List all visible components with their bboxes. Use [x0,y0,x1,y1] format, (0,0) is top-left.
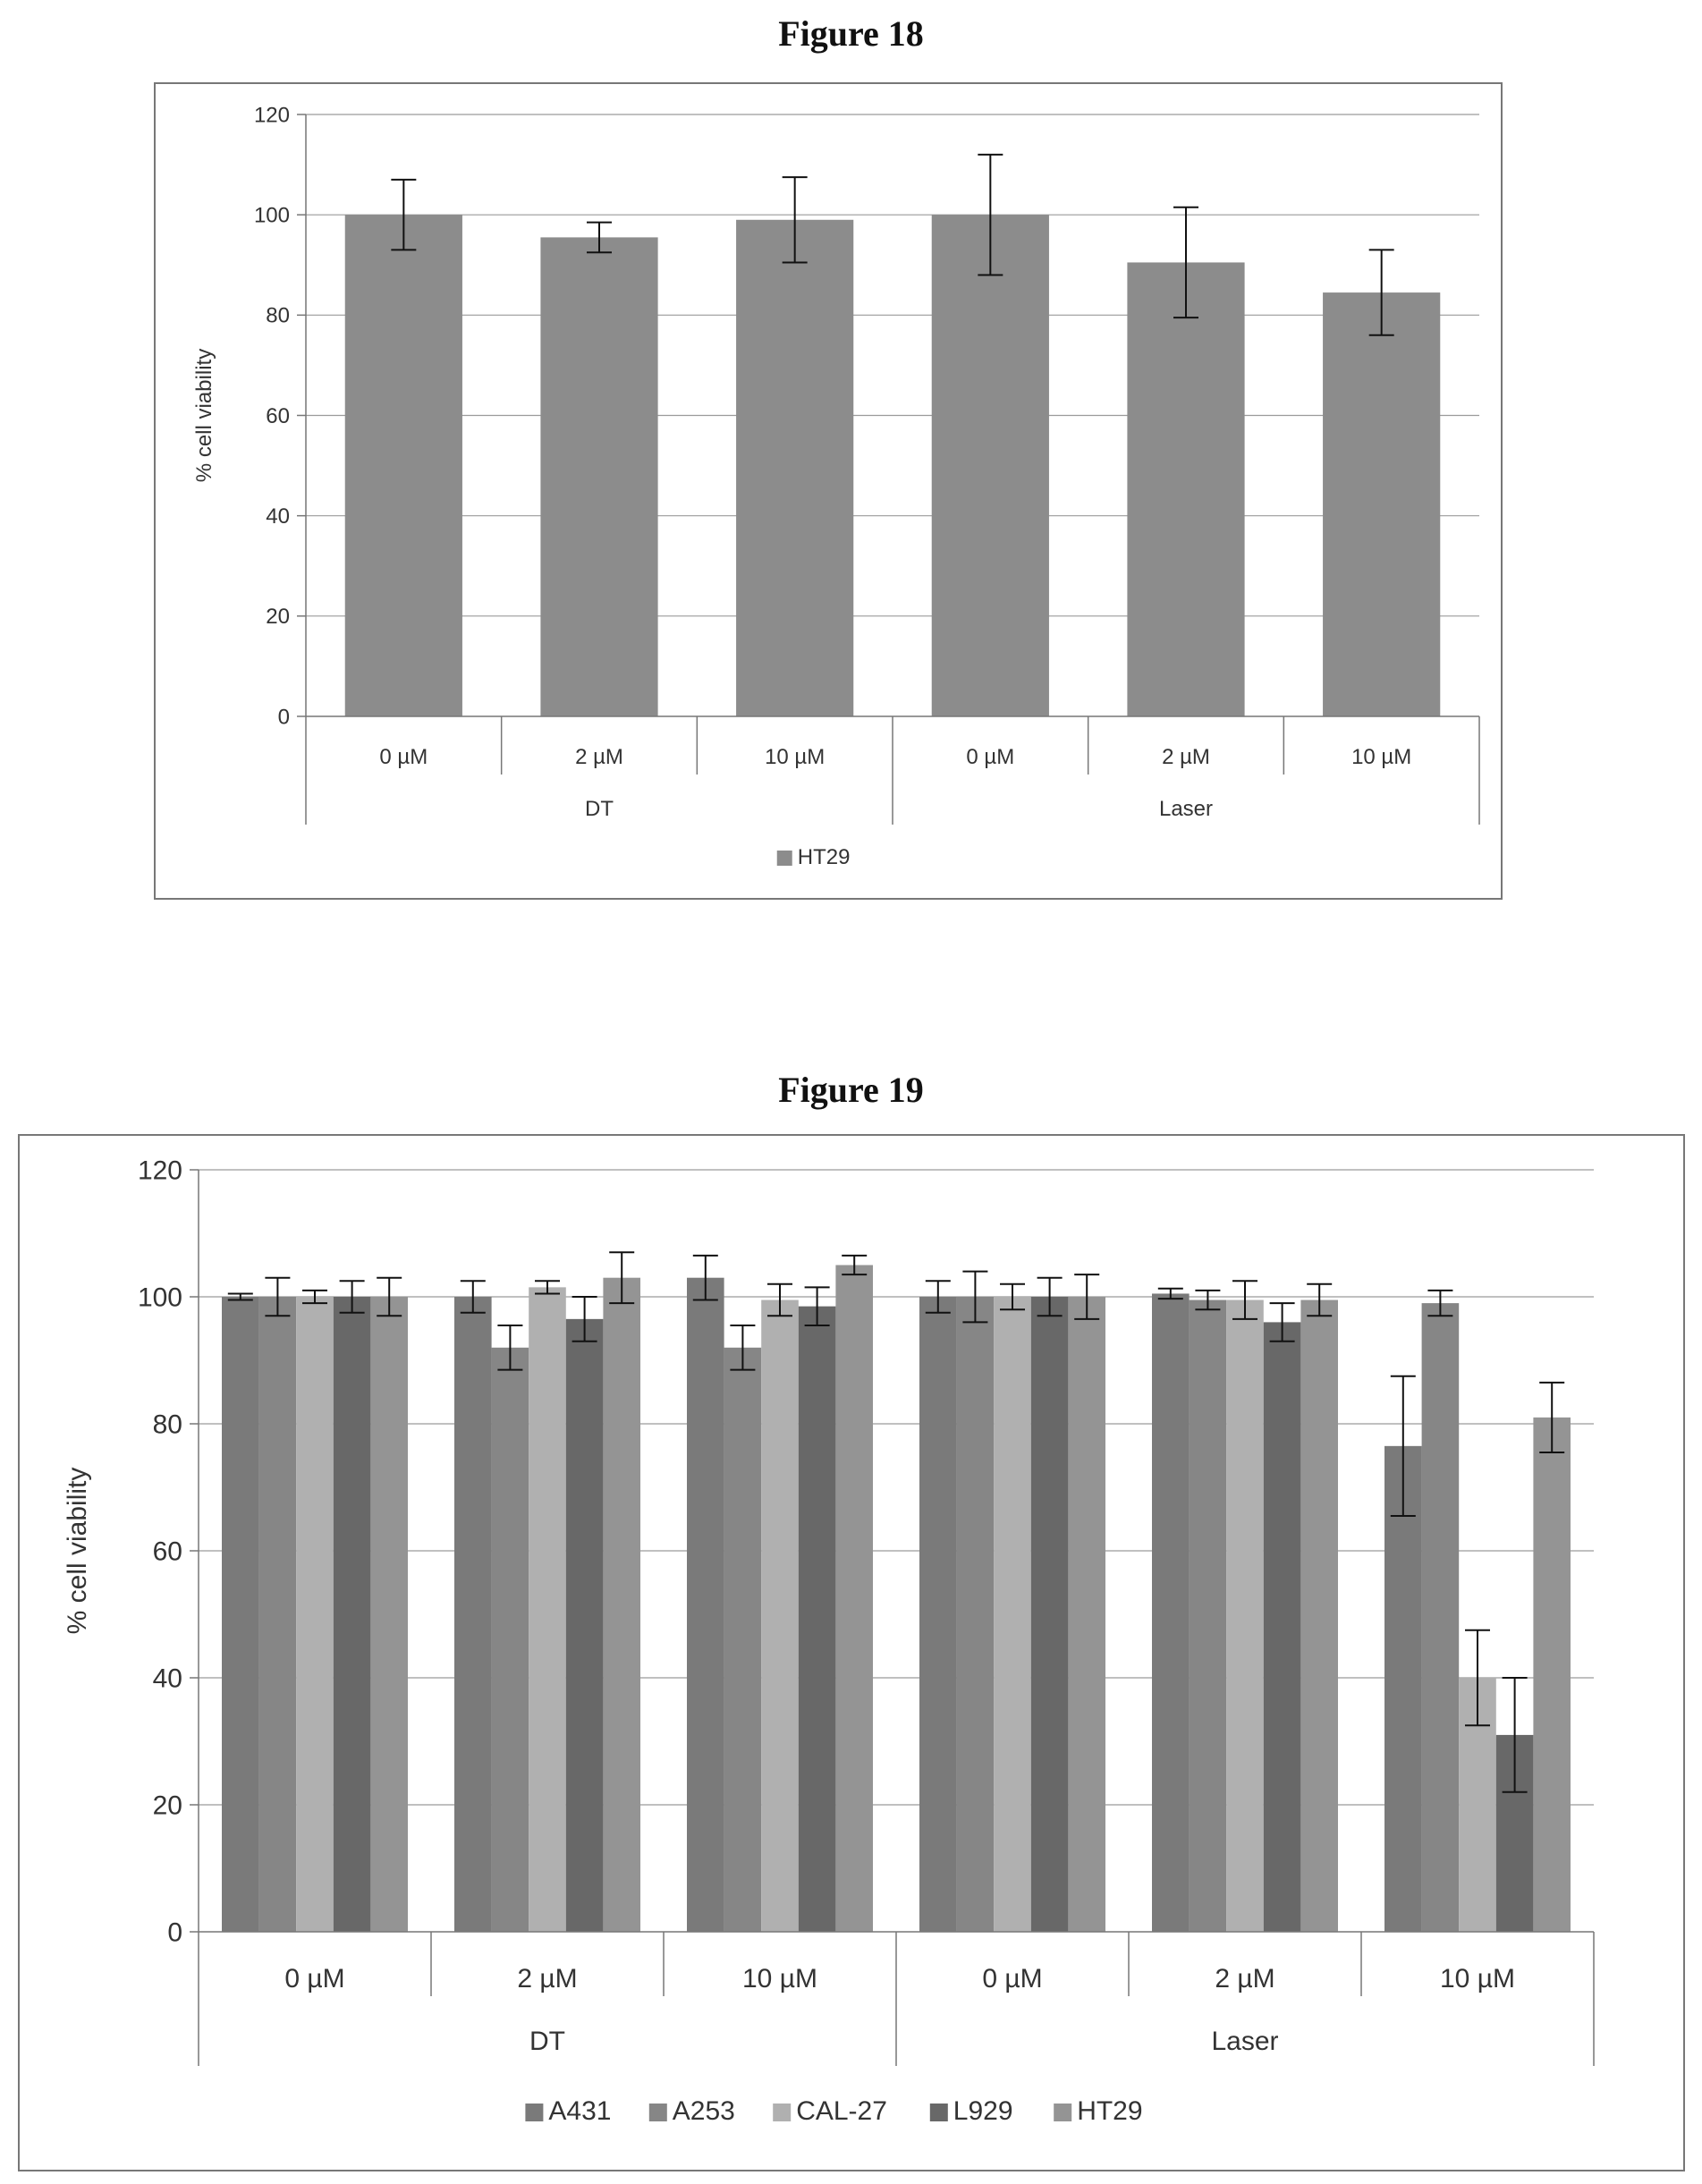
legend-label: CAL-27 [796,2096,887,2126]
bar [1384,1445,1422,1932]
category-label: 2 µM [575,745,623,769]
bar [1421,1303,1460,1932]
legend-swatch [525,2104,544,2121]
bar [1068,1297,1105,1932]
bar [603,1277,640,1932]
bar [931,215,1049,716]
legend-swatch [648,2104,667,2121]
bar [761,1299,799,1932]
y-tick-label: 20 [266,605,290,629]
bar [736,219,854,716]
bar [724,1347,762,1932]
bar [1189,1299,1227,1932]
bar [296,1297,334,1932]
category-label: 10 µM [1351,745,1411,769]
category-label: 0 µM [982,1964,1042,1994]
legend-label: L929 [953,2096,1013,2126]
category-label: 10 µM [742,1964,817,1994]
category-label: 10 µM [1440,1964,1515,1994]
legend-label: HT29 [1077,2096,1142,2126]
legend-swatch [929,2104,948,2121]
bar [994,1297,1031,1932]
y-axis-label: % cell viability [63,1468,92,1635]
y-tick-label: 60 [266,404,290,428]
figure-19-plot: 0 20 40 60 80 100 120 0 µM 2 µM 10 µM 0 µM 2 µM 10 µ… [63,1156,1595,2126]
bar [1030,1297,1069,1932]
legend-swatch [773,2104,792,2121]
figure-18-chart: 0 20 40 60 80 100 120 0 µM 2 µM 10 µM 0 µM 2 µM 10 µ… [154,82,1503,900]
legend-label: HT29 [798,845,851,869]
bar [1533,1417,1571,1932]
bar [1263,1322,1301,1932]
y-tick-label: 40 [153,1664,182,1694]
legend-swatch [1054,2104,1072,2121]
legend-swatch [776,851,792,866]
bar [1127,262,1245,716]
group-label: DT [529,2027,565,2056]
y-tick-label: 0 [278,705,290,729]
bar [333,1297,371,1932]
y-axis-label: % cell viability [192,349,216,482]
bar [529,1287,566,1932]
bar [344,215,462,716]
y-tick-label: 100 [254,204,290,228]
legend-label: A253 [673,2096,735,2126]
group-label: Laser [1159,797,1213,821]
y-tick-label: 20 [153,1791,182,1821]
bar [1152,1293,1190,1932]
category-label: 0 µM [379,745,428,769]
y-tick-label: 80 [153,1410,182,1440]
bar [258,1297,297,1932]
figure-18-plot: 0 20 40 60 80 100 120 0 µM 2 µM 10 µM 0 µM 2 µM 10 µ… [192,103,1480,869]
bar [835,1265,873,1932]
category-label: 10 µM [765,745,825,769]
category-label: 2 µM [517,1964,577,1994]
y-tick-label: 120 [138,1156,182,1186]
bar [919,1297,957,1932]
category-label: 0 µM [284,1964,344,1994]
y-tick-label: 40 [266,504,290,529]
y-tick-label: 120 [254,103,290,127]
bar [1323,292,1441,716]
figure-19-chart: 0 20 40 60 80 100 120 0 µM 2 µM 10 µM 0 µM 2 µM 10 µ… [18,1134,1685,2171]
bar [222,1297,259,1932]
bar [956,1297,995,1932]
y-tick-label: 80 [266,304,290,328]
y-tick-label: 60 [153,1537,182,1567]
category-label: 2 µM [1215,1964,1274,1994]
category-label: 2 µM [1162,745,1210,769]
figure-19-title: Figure 19 [778,1070,924,1110]
bar [687,1277,724,1932]
y-tick-label: 0 [167,1918,182,1948]
bar [1226,1299,1264,1932]
legend-label: A431 [548,2096,611,2126]
bar [798,1306,836,1932]
bar [370,1297,408,1932]
bar [540,237,658,716]
group-label: Laser [1211,2027,1278,2056]
figure-18-title: Figure 18 [778,13,924,54]
bar [454,1297,492,1932]
group-label: DT [585,797,614,821]
category-label: 0 µM [966,745,1014,769]
y-tick-label: 100 [138,1283,182,1313]
bar [1300,1299,1338,1932]
bar [565,1318,604,1932]
bar [491,1347,529,1932]
